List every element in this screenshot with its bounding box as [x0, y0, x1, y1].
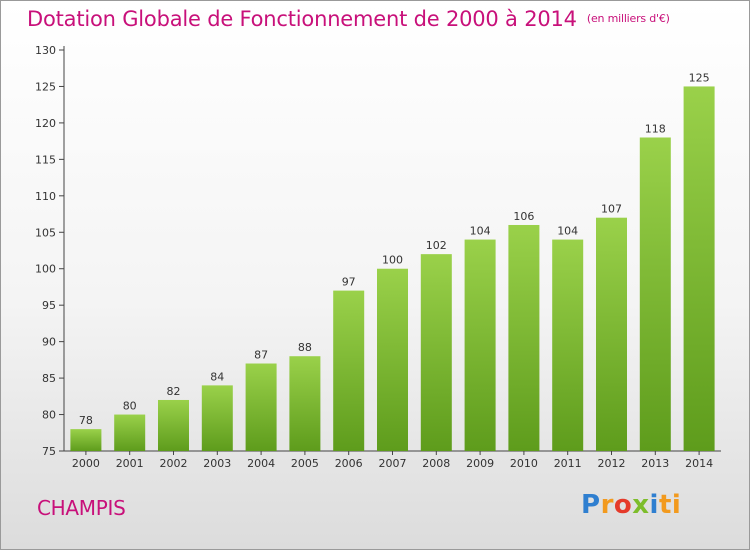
commune-name: CHAMPIS [37, 496, 126, 520]
bar [201, 385, 233, 451]
x-tick-label: 2011 [554, 457, 582, 470]
chart-title-text: Dotation Globale de Fonctionnement de 20… [27, 7, 577, 31]
logo-letter: P [581, 490, 601, 520]
x-tick-label: 2004 [247, 457, 275, 470]
x-tick-label: 2013 [641, 457, 669, 470]
x-tick-label: 2007 [379, 457, 407, 470]
logo-letter: x [632, 490, 650, 520]
y-tick-label: 120 [35, 117, 56, 130]
bar [70, 429, 102, 451]
data-label: 80 [123, 400, 137, 413]
y-tick-label: 125 [35, 80, 56, 93]
logo-letter: o [613, 490, 633, 520]
y-tick-label: 115 [35, 153, 56, 166]
data-label: 118 [645, 122, 666, 135]
proxiti-logo: Proxiti [581, 490, 681, 520]
chart-data-labels: 78 80 82 84 87 88 97 100 102 104 106 104 107 118 125 [79, 71, 710, 427]
data-label: 97 [342, 276, 356, 289]
bar [158, 399, 189, 451]
y-tick-label: 130 [35, 44, 56, 57]
data-label: 125 [689, 71, 710, 84]
x-tick-label: 2006 [335, 457, 363, 470]
x-tick-label: 2000 [72, 457, 100, 470]
bar [596, 217, 627, 451]
y-tick-label: 100 [35, 263, 56, 276]
x-tick-label: 2010 [510, 457, 538, 470]
bar [464, 239, 496, 451]
x-tick-label: 2012 [598, 457, 626, 470]
y-tick-label: 95 [42, 299, 56, 312]
y-tick-label: 110 [35, 190, 56, 203]
bar [683, 86, 715, 452]
x-tick-label: 2002 [160, 457, 188, 470]
y-tick-label: 75 [42, 445, 56, 458]
x-tick-label: 2014 [685, 457, 713, 470]
bar [289, 356, 321, 451]
bar [114, 414, 146, 451]
x-tick-label: 2008 [422, 457, 450, 470]
bar [377, 268, 408, 451]
logo-letter: i [649, 490, 659, 520]
x-tick-label: 2001 [116, 457, 144, 470]
data-label: 78 [79, 414, 93, 427]
data-label: 84 [210, 370, 224, 383]
data-label: 102 [426, 239, 447, 252]
data-label: 82 [167, 385, 181, 398]
data-label: 88 [298, 341, 312, 354]
chart-title: Dotation Globale de Fonctionnement de 20… [27, 7, 670, 31]
bar [639, 137, 671, 451]
x-tick-label: 2005 [291, 457, 319, 470]
chart-subtitle: (en milliers d'€) [586, 12, 670, 25]
bar [245, 363, 277, 451]
data-label: 104 [557, 225, 578, 238]
y-tick-label: 90 [42, 336, 56, 349]
bar [420, 254, 452, 451]
data-label: 106 [513, 210, 534, 223]
bar [333, 290, 365, 451]
x-tick-label: 2003 [203, 457, 231, 470]
y-tick-label: 85 [42, 372, 56, 385]
chart-bars [70, 86, 715, 452]
chart-axes: 75 80 85 90 95 100 105 110 115 120 125 130 2000 2001 2… [35, 44, 721, 470]
data-label: 100 [382, 254, 403, 267]
data-label: 104 [470, 225, 491, 238]
bar [552, 239, 584, 451]
x-tick-label: 2009 [466, 457, 494, 470]
data-label: 87 [254, 349, 268, 362]
logo-letter: ti [658, 490, 682, 520]
y-tick-label: 80 [42, 409, 56, 422]
data-label: 107 [601, 203, 622, 216]
logo-letter: r [600, 490, 614, 520]
bar [508, 224, 540, 451]
y-tick-label: 105 [35, 226, 56, 239]
